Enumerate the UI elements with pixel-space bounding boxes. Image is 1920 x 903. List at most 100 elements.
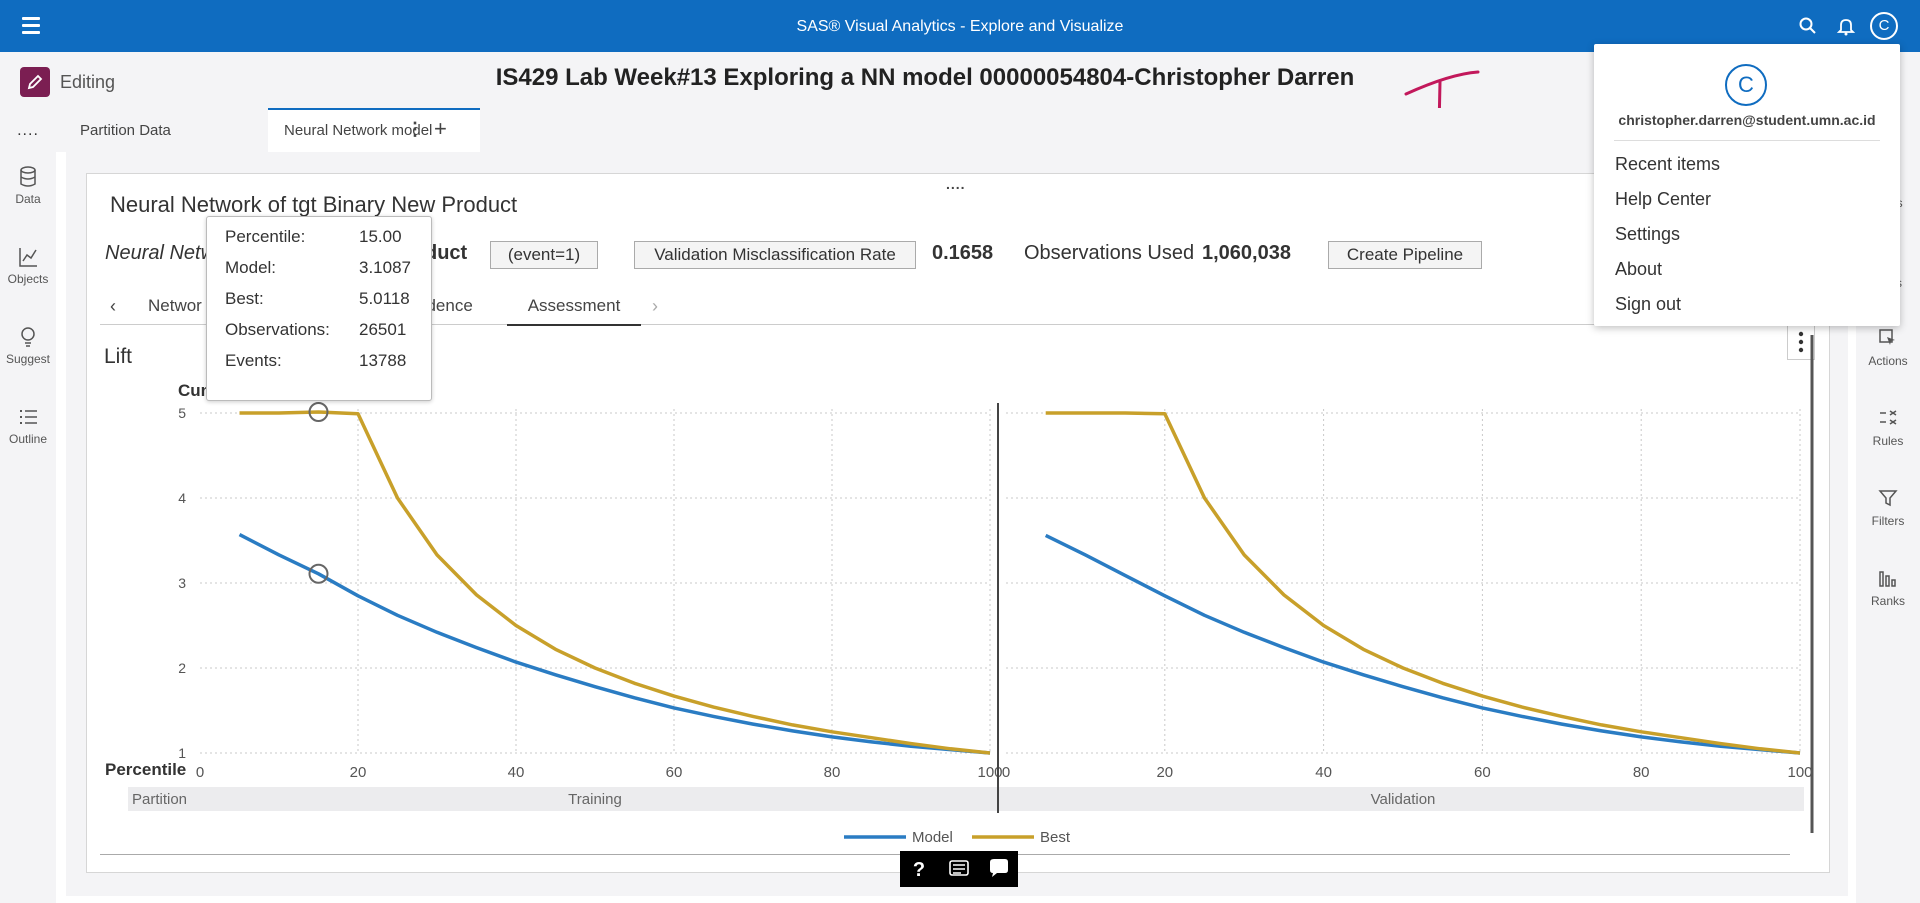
response-label: Neural Netw — [105, 242, 216, 264]
series-line-best-training — [239, 410, 991, 755]
y-tick-label: 5 — [178, 405, 186, 421]
x-tick-label: 40 — [508, 764, 525, 781]
subtab-next-icon[interactable]: › — [652, 296, 658, 316]
database-icon — [20, 166, 36, 187]
x-tick-label: 100 — [977, 764, 1002, 781]
x-tick-label: 20 — [1156, 764, 1173, 781]
x-tick-label: 100 — [1787, 764, 1812, 781]
subtab-assessment[interactable]: Assessment — [507, 296, 641, 326]
tooltip-label: Percentile: — [225, 227, 306, 246]
svg-text:?: ? — [913, 859, 925, 881]
tooltip-value: 26501 — [359, 320, 407, 339]
filter-icon — [1878, 490, 1898, 507]
object-title: Neural Network of tgt Binary New Product — [110, 192, 518, 217]
subtab-prev-icon[interactable]: ‹ — [110, 296, 116, 316]
accessibility-icon[interactable] — [940, 851, 978, 887]
series-line-model-training — [238, 533, 991, 755]
nav-outline[interactable]: Outline — [0, 406, 56, 446]
chart-title: Lift — [104, 345, 133, 368]
bell-icon[interactable] — [1834, 14, 1858, 38]
chart-menu-icon[interactable] — [1787, 324, 1815, 360]
series-line-model-validation — [1044, 533, 1801, 755]
series-line-best-validation — [1045, 411, 1801, 755]
x-tick-label: 80 — [824, 764, 841, 781]
search-icon[interactable] — [1796, 14, 1820, 38]
metric-selector-button[interactable]: Validation Misclassification Rate — [634, 241, 916, 269]
tab-partition-data[interactable]: Partition Data — [80, 122, 171, 139]
rules-icon — [1880, 410, 1897, 425]
x-tick-label: 20 — [350, 764, 367, 781]
tooltip-value: 15.00 — [359, 227, 402, 246]
nav-data[interactable]: Data — [0, 166, 56, 206]
highlight-marker-best — [308, 401, 329, 422]
menu-divider — [1614, 140, 1880, 141]
nav-ranks-label: Ranks — [1870, 594, 1905, 608]
lightbulb-icon — [21, 327, 35, 347]
chart-icon — [19, 248, 37, 267]
bottom-toolbar: ? — [900, 851, 1018, 887]
cursor-icon — [1879, 329, 1895, 345]
pencil-icon[interactable] — [20, 67, 50, 97]
nav-actions-label: Actions — [1868, 354, 1908, 368]
assessment-subtabs — [100, 290, 1800, 325]
nav-suggest[interactable]: Suggest — [0, 326, 56, 366]
create-pipeline-button[interactable]: Create Pipeline — [1328, 241, 1482, 269]
y-tick-label: 4 — [178, 490, 186, 506]
user-email: christopher.darren@student.umn.ac.id — [1618, 112, 1876, 128]
menu-item-settings[interactable]: Settings — [1615, 224, 1681, 244]
tooltip-label: Model: — [225, 258, 277, 277]
menu-item-about[interactable]: About — [1615, 259, 1663, 279]
observations-label: Observations Used — [1024, 242, 1195, 264]
app-header: SAS® Visual Analytics - Explore and Visu… — [0, 0, 1920, 52]
tooltip-value: 5.0118 — [359, 289, 410, 308]
nav-filters[interactable]: Filters — [1856, 488, 1920, 528]
tab-kebab-icon[interactable]: ⋮ — [406, 119, 424, 139]
event-chip[interactable]: (event=1) — [490, 241, 598, 269]
y-tick-label: 3 — [178, 575, 186, 591]
left-navigation — [0, 108, 56, 903]
nav-rules[interactable]: Rules — [1856, 408, 1920, 448]
legend-label: Best — [1040, 829, 1071, 846]
x-tick-label: 60 — [1474, 764, 1491, 781]
menu-item-help-center[interactable]: Help Center — [1615, 189, 1712, 209]
window-title: SAS® Visual Analytics - Explore and Visu… — [796, 18, 1124, 35]
partition-label: Partition — [132, 791, 187, 808]
help-icon[interactable]: ? — [900, 851, 938, 887]
ranks-icon — [1879, 571, 1896, 587]
user-avatar: C — [1725, 64, 1767, 106]
tooltip-value: 3.1087 — [359, 258, 411, 277]
lift-chart[interactable]: Cum12345020406080100Training020406080100… — [100, 335, 1820, 855]
highlight-marker-model — [308, 563, 329, 584]
y-tick-label: 1 — [178, 745, 186, 761]
hamburger-menu-icon[interactable] — [22, 16, 48, 36]
legend-label: Model — [912, 829, 953, 846]
report-title: IS429 Lab Week#13 Exploring a NN model 0… — [495, 64, 1355, 91]
nav-suggest-label: Suggest — [5, 352, 51, 366]
editing-mode-label[interactable]: Editing — [60, 72, 116, 92]
subtab-network[interactable]: Networ — [148, 296, 202, 315]
panel-label: Validation — [1371, 791, 1436, 808]
nav-ranks[interactable]: Ranks — [1856, 568, 1920, 608]
more-options-icon[interactable]: .... — [17, 122, 39, 139]
tooltip-label: Observations: — [225, 320, 330, 339]
nav-objects-label: Objects — [7, 272, 49, 286]
x-tick-label: 0 — [196, 764, 204, 781]
tooltip-label: Best: — [225, 289, 264, 308]
observations-value: 1,060,038 — [1202, 242, 1291, 264]
x-tick-label: 40 — [1315, 764, 1332, 781]
tab-neural-network-model[interactable]: Neural Network model — [268, 108, 480, 152]
drag-handle-icon[interactable]: .... — [946, 176, 966, 192]
user-avatar-button[interactable]: C — [1870, 12, 1898, 40]
y-tick-label: 2 — [178, 660, 186, 676]
data-tooltip: Percentile: 15.00 Model: 3.1087 Best: 5.… — [206, 216, 432, 401]
tooltip-label: Events: — [225, 351, 282, 370]
add-tab-icon[interactable]: + — [434, 116, 447, 141]
panel-label: Training — [568, 791, 622, 808]
nav-actions[interactable]: Actions — [1856, 328, 1920, 368]
menu-item-sign-out[interactable]: Sign out — [1615, 294, 1682, 314]
tab-label: Neural Network model — [284, 122, 433, 139]
chat-icon[interactable] — [980, 851, 1018, 887]
nav-objects[interactable]: Objects — [0, 246, 56, 286]
response-label-end: duct — [425, 242, 468, 264]
menu-item-recent-items[interactable]: Recent items — [1615, 154, 1721, 174]
